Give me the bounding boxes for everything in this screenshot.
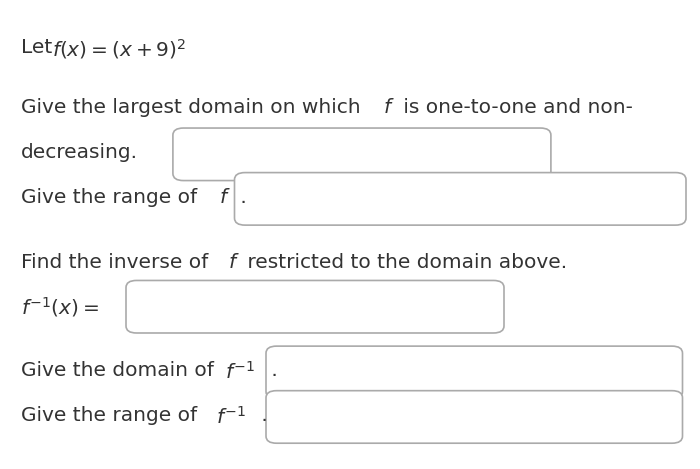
Text: $f^{-1}$: $f^{-1}$: [216, 406, 246, 428]
Text: Give the range of: Give the range of: [21, 406, 204, 425]
Text: Give the largest domain on which: Give the largest domain on which: [21, 98, 367, 118]
Text: Give the domain of: Give the domain of: [21, 361, 221, 380]
Text: $f$: $f$: [219, 188, 231, 207]
FancyBboxPatch shape: [126, 280, 504, 333]
FancyBboxPatch shape: [266, 346, 682, 399]
Text: $f^{-1}$: $f^{-1}$: [225, 361, 256, 383]
Text: is one-to-one and non-: is one-to-one and non-: [397, 98, 633, 118]
Text: Find the inverse of: Find the inverse of: [21, 253, 215, 272]
FancyBboxPatch shape: [173, 128, 551, 181]
Text: $f$: $f$: [228, 253, 239, 272]
Text: Give the range of: Give the range of: [21, 188, 204, 207]
FancyBboxPatch shape: [234, 173, 686, 225]
Text: restricted to the domain above.: restricted to the domain above.: [241, 253, 568, 272]
Text: Let: Let: [21, 38, 59, 57]
Text: $f$: $f$: [383, 98, 395, 118]
Text: $f^{-1}(x) =$: $f^{-1}(x) =$: [21, 295, 99, 319]
Text: $f(x) = (x + 9)^{2}$: $f(x) = (x + 9)^{2}$: [52, 38, 186, 61]
Text: .: .: [255, 406, 267, 425]
Text: .: .: [234, 188, 247, 207]
Text: decreasing.: decreasing.: [21, 143, 138, 162]
Text: .: .: [265, 361, 277, 380]
FancyBboxPatch shape: [266, 391, 682, 443]
